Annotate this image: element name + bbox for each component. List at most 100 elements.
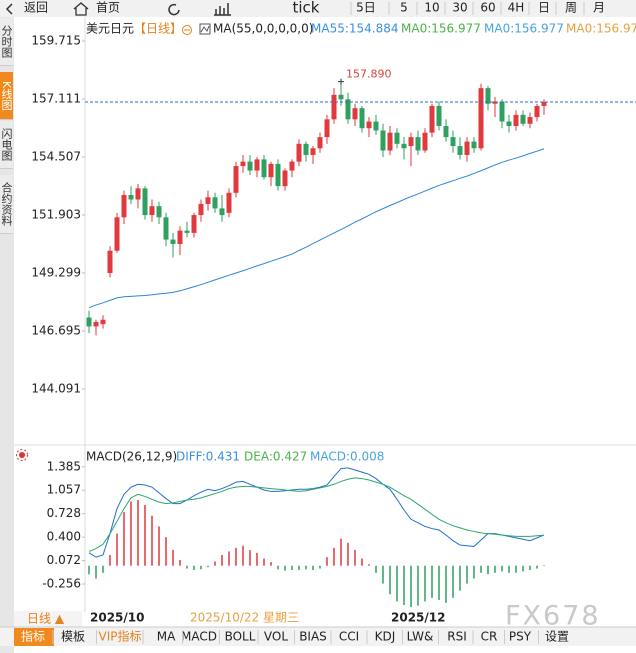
macd-bar (158, 526, 160, 566)
macd-bar (417, 565, 419, 606)
period-button[interactable]: 周 (565, 1, 577, 15)
price-tick-label: 146.695 (31, 323, 81, 337)
macd-bar (340, 538, 342, 566)
candle-body (303, 143, 309, 155)
candle-body (93, 321, 99, 327)
candle-body (135, 188, 141, 200)
side-tab[interactable]: 闪电图 (0, 121, 13, 169)
indicator-tab[interactable]: RSI (447, 630, 467, 644)
period-label: 【日线】 (134, 22, 182, 36)
macd-bar (396, 565, 398, 602)
candle-body (184, 230, 190, 233)
candle-body (226, 192, 232, 213)
collapse-icon[interactable] (182, 25, 192, 35)
macd-bar (102, 565, 104, 573)
candle-body (422, 132, 428, 151)
indicator-tab[interactable]: 指标 (21, 629, 45, 644)
macd-bar (410, 565, 412, 608)
macd-bar (536, 565, 538, 569)
indicator-tab[interactable]: KDJ (375, 630, 396, 644)
macd-bar (270, 562, 272, 566)
indicator-tab[interactable]: VOL (264, 630, 288, 644)
cursor-date: 2025/10/22 星期三 (190, 611, 299, 625)
period-button[interactable]: tick (293, 0, 320, 17)
macd-bar (382, 565, 384, 584)
high-annotation: 157.890 (346, 68, 392, 81)
macd-bar (172, 550, 174, 566)
legend-item: DEA:0.427 (244, 450, 307, 464)
legend-item: MA0:156.97 (566, 22, 636, 36)
candle-body (380, 130, 386, 151)
macd-bar (522, 565, 524, 572)
period-button[interactable]: 60 (480, 1, 495, 15)
price-tick-label: 154.507 (31, 150, 81, 164)
indicator-tab[interactable]: MA (157, 630, 176, 644)
period-button[interactable]: 日 (538, 1, 550, 15)
legend-item: MACD:0.008 (310, 450, 384, 464)
candle-body (240, 161, 246, 167)
macd-bar (256, 552, 258, 566)
macd-bar (263, 558, 265, 566)
candle-body (86, 317, 92, 327)
period-button[interactable]: 5日 (356, 1, 376, 15)
macd-tick-label: 1.385 (47, 459, 81, 473)
candle-body (352, 108, 358, 120)
indicator-tab[interactable]: VIP指标 (99, 629, 142, 644)
macd-bar (95, 565, 97, 579)
indicator-tab[interactable]: BIAS (299, 630, 327, 644)
candle-body (443, 126, 449, 138)
indicator-tab[interactable]: PSY (509, 630, 532, 644)
macd-bar (319, 565, 321, 569)
macd-bar (375, 565, 377, 573)
candle-body (401, 143, 407, 149)
x-tick-label: 2025/12 (391, 611, 445, 625)
indicator-icon[interactable] (199, 23, 211, 35)
indicator-tab[interactable]: LW& (407, 630, 434, 644)
candle-body (107, 250, 113, 273)
macd-bar (277, 565, 279, 570)
period-switch[interactable]: 日线 ▲ (27, 612, 65, 626)
candle-body (534, 105, 540, 118)
home-button[interactable]: 首页 (96, 1, 120, 15)
ma-line (88, 148, 545, 309)
indicator-tab[interactable]: 模板 (61, 630, 85, 644)
indicator-tab[interactable]: BOLL (225, 630, 256, 644)
indicator-tab[interactable]: 设置 (545, 630, 569, 644)
macd-tick-label: 0.728 (47, 506, 81, 520)
macd-bar (508, 565, 510, 573)
macd-bar (242, 545, 244, 566)
macd-bar (298, 565, 300, 570)
indicator-tab[interactable]: MACD (181, 630, 217, 644)
indicator-tab[interactable]: CCI (339, 630, 359, 644)
period-button[interactable]: 月 (593, 1, 605, 15)
candle-body (282, 170, 288, 187)
period-box[interactable] (14, 611, 82, 627)
period-button[interactable]: 10 (424, 1, 439, 15)
macd-bar (459, 565, 461, 591)
macd-bar (214, 561, 216, 566)
candle-body (170, 239, 176, 245)
period-button[interactable]: 5 (400, 1, 408, 15)
side-tab-active[interactable]: K线图 (0, 72, 13, 120)
macd-bar (424, 565, 426, 602)
x-tick-label: 2025/10 (90, 611, 144, 625)
macd-settings-icon[interactable] (19, 452, 25, 458)
candle-body (121, 195, 127, 218)
candle-body (450, 137, 456, 147)
side-tab[interactable]: 合约资料 (0, 175, 13, 234)
macd-bar (228, 551, 230, 566)
macd-tick-label: 1.057 (47, 483, 81, 497)
period-button[interactable]: 30 (452, 1, 467, 15)
candle-body (527, 117, 533, 124)
candle-body (359, 108, 365, 129)
candle-body (310, 148, 316, 155)
back-button[interactable]: 返回 (24, 1, 48, 15)
period-button[interactable]: 4H (508, 1, 525, 15)
candle-body (513, 114, 519, 127)
macd-bar (235, 547, 237, 566)
macd-bar (179, 560, 181, 566)
candle-body (338, 94, 344, 100)
side-tab[interactable]: 分时图 (0, 18, 13, 66)
indicator-tab[interactable]: CR (481, 630, 498, 644)
